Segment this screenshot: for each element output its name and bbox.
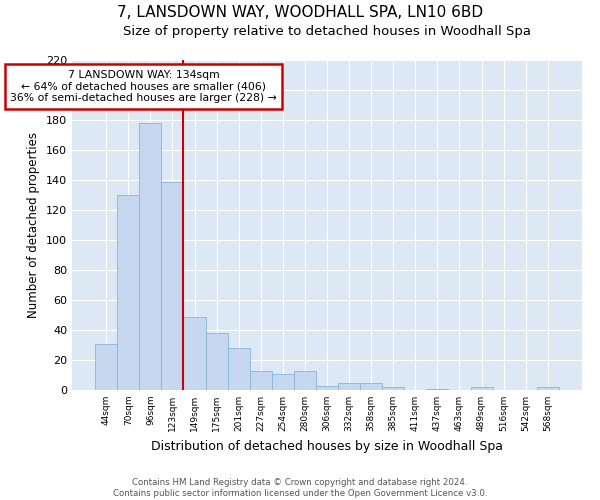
Bar [382, 387, 404, 390]
Bar [95, 344, 117, 390]
Bar [161, 182, 184, 390]
Bar [470, 387, 493, 390]
Bar [272, 374, 294, 390]
Text: 7 LANSDOWN WAY: 134sqm
← 64% of detached houses are smaller (406)
36% of semi-de: 7 LANSDOWN WAY: 134sqm ← 64% of detached… [10, 70, 277, 103]
Bar [184, 316, 206, 390]
Bar [139, 123, 161, 390]
Bar [250, 370, 272, 390]
Bar [360, 382, 382, 390]
Title: Size of property relative to detached houses in Woodhall Spa: Size of property relative to detached ho… [123, 25, 531, 38]
Bar [537, 387, 559, 390]
Text: Contains HM Land Registry data © Crown copyright and database right 2024.
Contai: Contains HM Land Registry data © Crown c… [113, 478, 487, 498]
Bar [427, 388, 448, 390]
Bar [227, 348, 250, 390]
Bar [117, 195, 139, 390]
Bar [316, 386, 338, 390]
Y-axis label: Number of detached properties: Number of detached properties [28, 132, 40, 318]
X-axis label: Distribution of detached houses by size in Woodhall Spa: Distribution of detached houses by size … [151, 440, 503, 452]
Bar [294, 370, 316, 390]
Bar [206, 333, 227, 390]
Bar [338, 382, 360, 390]
Text: 7, LANSDOWN WAY, WOODHALL SPA, LN10 6BD: 7, LANSDOWN WAY, WOODHALL SPA, LN10 6BD [117, 5, 483, 20]
